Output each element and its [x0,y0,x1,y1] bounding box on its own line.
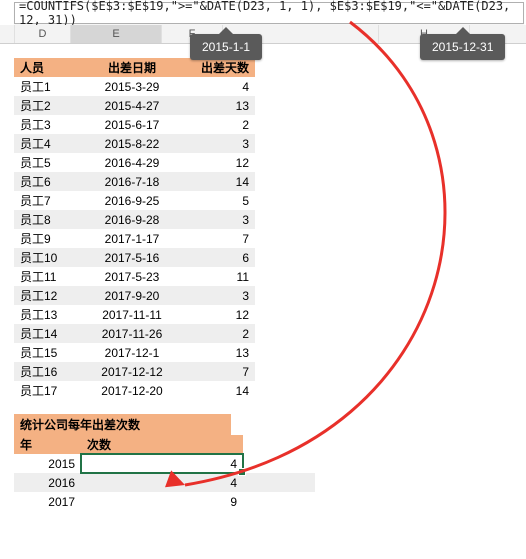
cell-date[interactable]: 2017-12-12 [81,362,183,381]
formula-bar[interactable]: =COUNTIFS($E$3:$E$19,">="&DATE(D23, 1, 1… [14,2,524,24]
cell-date[interactable]: 2017-9-20 [81,286,183,305]
cell-date[interactable]: 2015-4-27 [81,96,183,115]
cell-person[interactable]: 员工4 [14,134,81,153]
table-row[interactable]: 员工62016-7-1814 [14,172,255,191]
table-row[interactable]: 员工82016-9-283 [14,210,255,229]
cell-person[interactable]: 员工17 [14,381,81,400]
table-row[interactable]: 员工52016-4-2912 [14,153,255,172]
cell-year[interactable]: 2017 [14,492,81,511]
cell-person[interactable]: 员工14 [14,324,81,343]
cell-person[interactable]: 员工8 [14,210,81,229]
cell-year[interactable]: 2016 [14,473,81,492]
summary-title: 统计公司每年出差次数 [14,414,231,435]
cell-person[interactable]: 员工5 [14,153,81,172]
cell-days[interactable]: 2 [183,115,255,134]
table-row[interactable]: 员工12015-3-294 [14,77,255,96]
cell-date[interactable]: 2017-12-1 [81,343,183,362]
table-row[interactable]: 员工72016-9-255 [14,191,255,210]
cell-date[interactable]: 2017-1-17 [81,229,183,248]
cell-date[interactable]: 2015-3-29 [81,77,183,96]
table-row[interactable]: 员工112017-5-2311 [14,267,255,286]
th-count[interactable]: 次数 [81,435,243,454]
cell-days[interactable]: 7 [183,229,255,248]
table-row[interactable]: 员工102017-5-166 [14,248,255,267]
cell-person[interactable]: 员工16 [14,362,81,381]
cell-days[interactable]: 5 [183,191,255,210]
cell-date[interactable]: 2015-6-17 [81,115,183,134]
col-e[interactable]: E [71,25,162,43]
th-date[interactable]: 出差日期 [81,58,183,77]
table-row[interactable]: 员工22015-4-2713 [14,96,255,115]
th-days[interactable]: 出差天数 [183,58,255,77]
worksheet: 人员 出差日期 出差天数 员工12015-3-294员工22015-4-2713… [14,58,315,511]
cell-person[interactable]: 员工11 [14,267,81,286]
table-row[interactable]: 员工42015-8-223 [14,134,255,153]
cell-date[interactable]: 2017-5-16 [81,248,183,267]
cell-person[interactable]: 员工3 [14,115,81,134]
th-person[interactable]: 人员 [14,58,81,77]
cell-person[interactable]: 员工7 [14,191,81,210]
table-row[interactable]: 员工162017-12-127 [14,362,255,381]
callout-date-start: 2015-1-1 [190,34,262,60]
callout-date-end: 2015-12-31 [420,34,505,60]
cell-days[interactable]: 11 [183,267,255,286]
table-row[interactable]: 员工92017-1-177 [14,229,255,248]
table-row[interactable]: 20179 [14,492,315,511]
cell-days[interactable]: 12 [183,153,255,172]
cell-person[interactable]: 员工12 [14,286,81,305]
th-year[interactable]: 年 [14,435,81,454]
cell-date[interactable]: 2016-9-25 [81,191,183,210]
cell-count[interactable]: 4 [81,473,243,492]
cell-person[interactable]: 员工2 [14,96,81,115]
cell-days[interactable]: 6 [183,248,255,267]
summary-table: 年 次数 201542016420179 [14,435,315,511]
cell-days[interactable]: 2 [183,324,255,343]
cell-days[interactable]: 4 [183,77,255,96]
cell-date[interactable]: 2016-4-29 [81,153,183,172]
cell-date[interactable]: 2015-8-22 [81,134,183,153]
cell-days[interactable]: 13 [183,96,255,115]
cell-count[interactable]: 9 [81,492,243,511]
table-row[interactable]: 员工132017-11-1112 [14,305,255,324]
formula-text: =COUNTIFS($E$3:$E$19,">="&DATE(D23, 1, 1… [19,0,519,27]
cell-days[interactable]: 14 [183,172,255,191]
col-d[interactable]: D [15,25,71,43]
cell-date[interactable]: 2017-11-26 [81,324,183,343]
table-row[interactable]: 员工152017-12-113 [14,343,255,362]
cell-date[interactable]: 2017-12-20 [81,381,183,400]
table-row[interactable]: 20164 [14,473,315,492]
cell-person[interactable]: 员工6 [14,172,81,191]
cell-person[interactable]: 员工13 [14,305,81,324]
trips-table: 人员 出差日期 出差天数 员工12015-3-294员工22015-4-2713… [14,58,255,400]
table-row[interactable]: 员工122017-9-203 [14,286,255,305]
cell-date[interactable]: 2017-5-23 [81,267,183,286]
cell-date[interactable]: 2016-9-28 [81,210,183,229]
cell-count[interactable]: 4 [81,454,243,473]
table-row[interactable]: 员工32015-6-172 [14,115,255,134]
cell-person[interactable]: 员工10 [14,248,81,267]
cell-date[interactable]: 2017-11-11 [81,305,183,324]
cell-person[interactable]: 员工15 [14,343,81,362]
cell-days[interactable]: 14 [183,381,255,400]
cell-days[interactable]: 3 [183,286,255,305]
cell-year[interactable]: 2015 [14,454,81,473]
cell-days[interactable]: 3 [183,134,255,153]
cell-days[interactable]: 7 [183,362,255,381]
cell-date[interactable]: 2016-7-18 [81,172,183,191]
table-row[interactable]: 20154 [14,454,315,473]
table-row[interactable]: 员工142017-11-262 [14,324,255,343]
table-row[interactable]: 员工172017-12-2014 [14,381,255,400]
cell-person[interactable]: 员工9 [14,229,81,248]
cell-days[interactable]: 3 [183,210,255,229]
cell-person[interactable]: 员工1 [14,77,81,96]
cell-days[interactable]: 12 [183,305,255,324]
cell-days[interactable]: 13 [183,343,255,362]
